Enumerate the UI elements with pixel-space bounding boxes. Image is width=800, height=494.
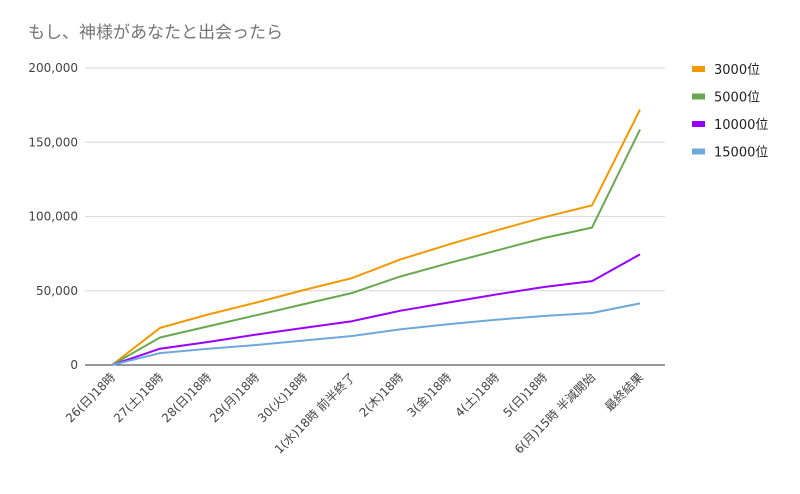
x-tick-label: 26(日)18時 (63, 370, 118, 425)
x-tick-label: 4(土)18時 (452, 370, 502, 420)
x-tick-label: 29(月)18時 (207, 370, 262, 425)
legend-swatch (692, 66, 705, 72)
grid-lines (85, 67, 665, 366)
legend-label: 15000位 (714, 146, 768, 161)
series-line-3000位 (111, 109, 641, 366)
x-tick-label: 28(日)18時 (159, 370, 214, 425)
y-tick-label: 0 (70, 358, 78, 372)
chart-title: もし、神様があなたと出会ったら (28, 23, 283, 43)
x-tick-label: 27(土)18時 (111, 370, 166, 425)
series-line-5000位 (111, 129, 641, 366)
x-axis-ticks: 26(日)18時27(土)18時28(日)18時29(月)18時30(火)18時… (63, 370, 646, 457)
y-tick-label: 100,000 (28, 210, 78, 224)
x-tick-label: 2(木)18時 (356, 370, 406, 420)
legend: 3000位 5000位 10000位 15000位 (692, 63, 768, 161)
x-tick-label: 6(月)15時 半減開始 (511, 370, 598, 457)
legend-label: 10000位 (714, 118, 768, 133)
series-line-10000位 (111, 253, 641, 366)
legend-label: 3000位 (714, 63, 760, 78)
series-lines (111, 109, 641, 366)
legend-label: 5000位 (714, 91, 760, 106)
series-line-15000位 (111, 302, 641, 366)
legend-swatch (692, 148, 705, 155)
legend-swatch (692, 93, 705, 100)
legend-swatch (692, 121, 705, 127)
y-tick-label: 150,000 (28, 135, 78, 149)
x-tick-label: 3(金)18時 (404, 370, 454, 420)
y-tick-label: 200,000 (28, 61, 78, 75)
x-tick-label: 最終結果 (602, 370, 647, 415)
y-tick-label: 50,000 (36, 284, 78, 298)
x-tick-label: 1(水)18時 前半終了 (271, 370, 358, 457)
x-tick-label: 5(日)18時 (500, 370, 550, 420)
y-axis-ticks: 0 50,000 100,000 150,000 200,000 (28, 61, 78, 372)
